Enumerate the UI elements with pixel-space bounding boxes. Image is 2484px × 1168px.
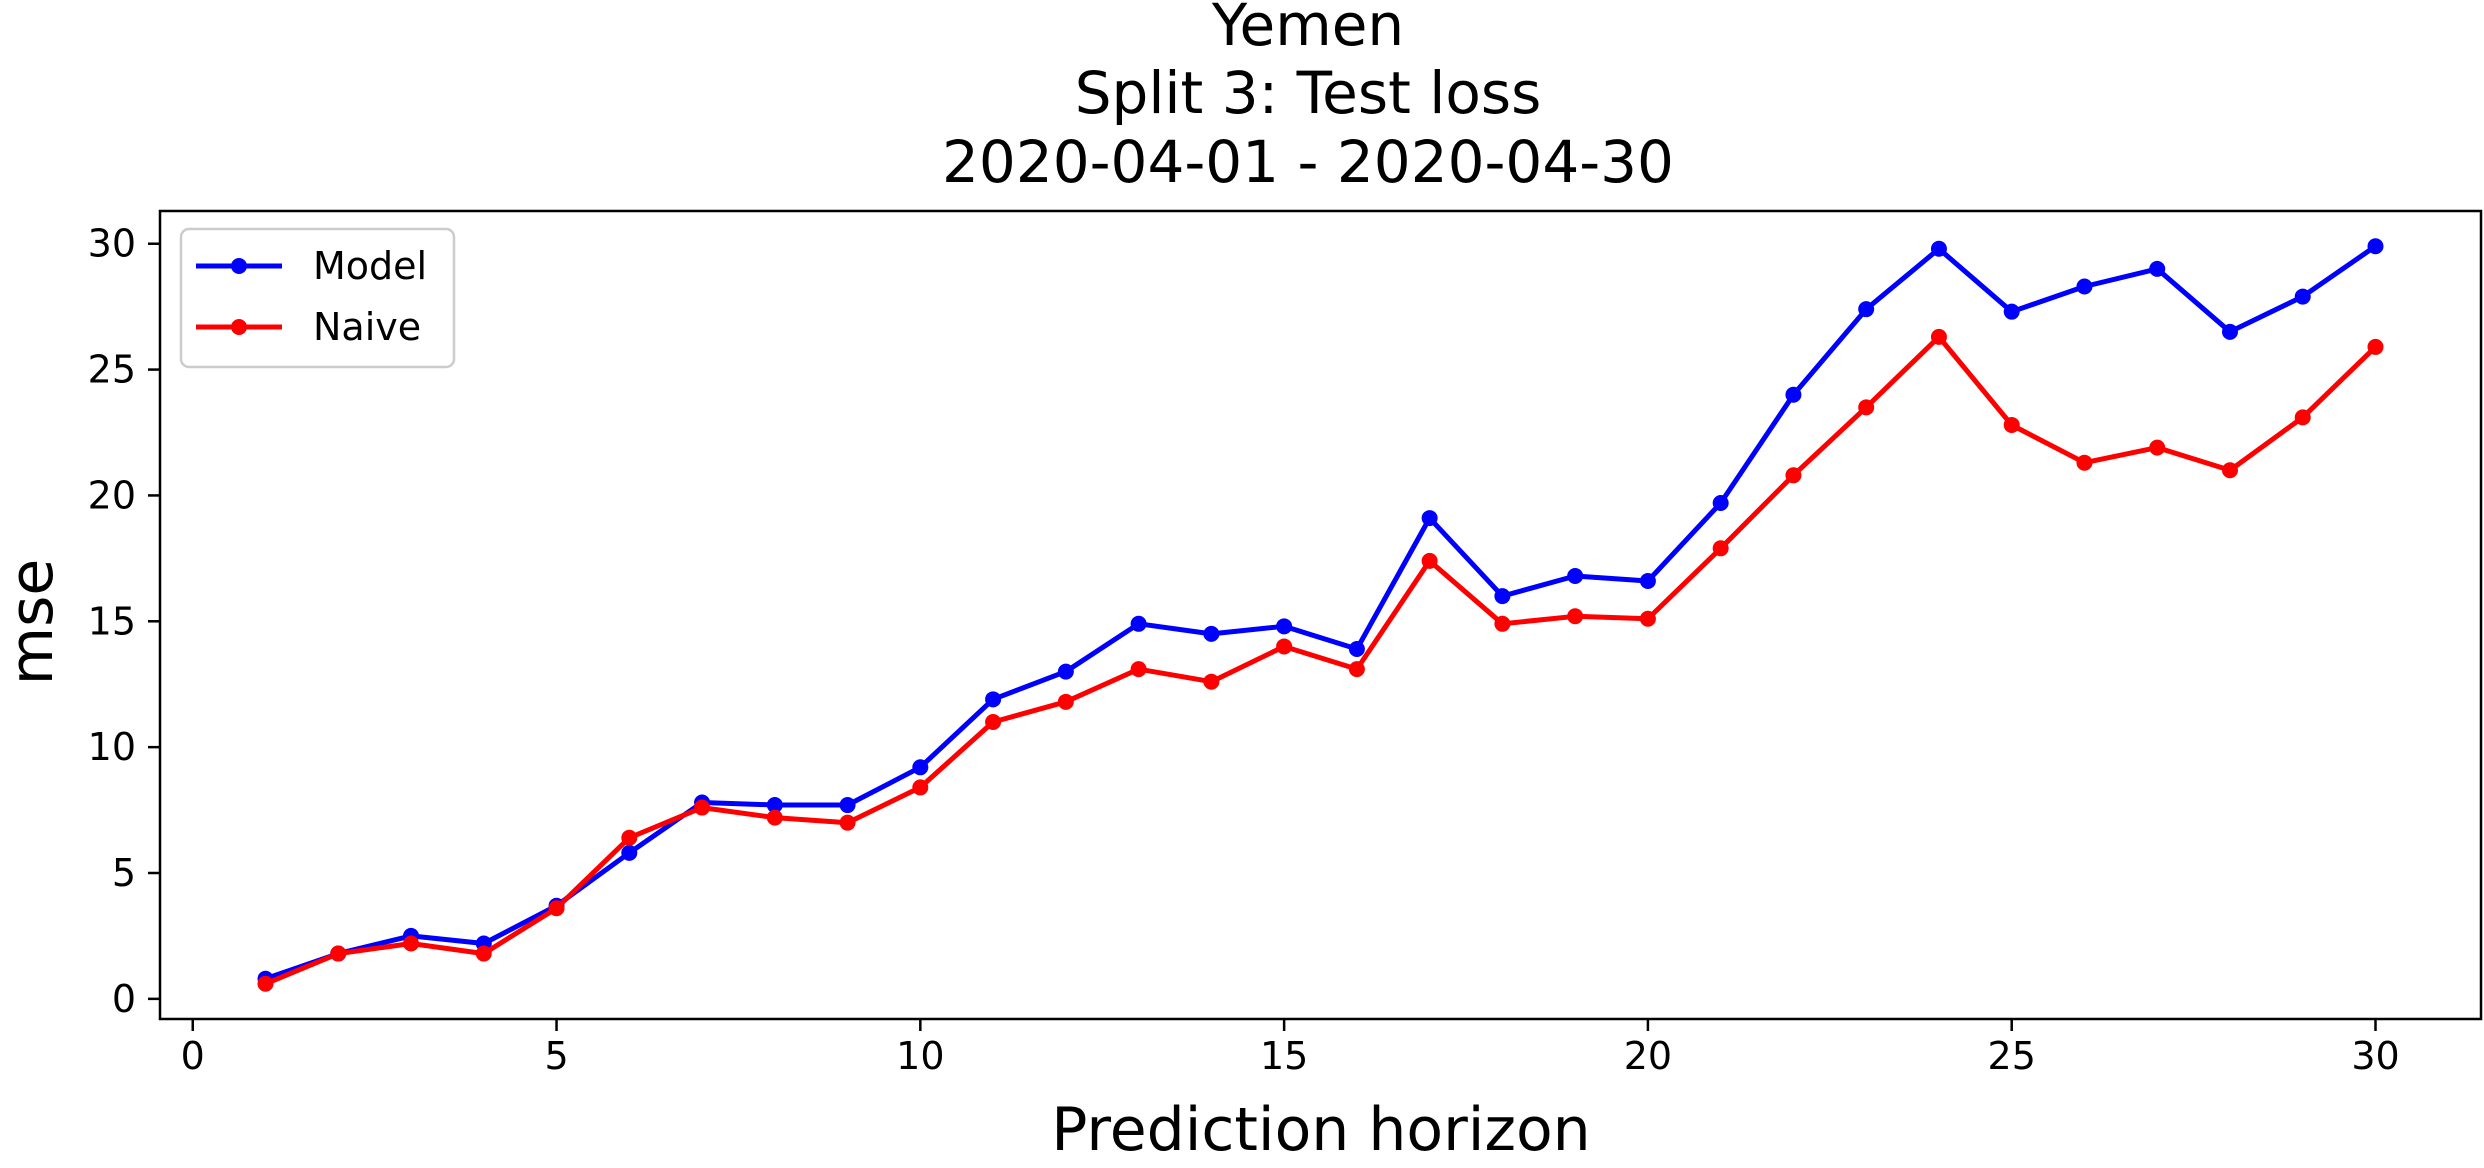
data-point-naive — [2294, 409, 2311, 426]
data-point-naive — [985, 713, 1002, 730]
data-point-naive — [2367, 338, 2384, 355]
data-point-model — [1712, 494, 1729, 511]
data-point-naive — [1421, 552, 1438, 569]
x-tick-label: 20 — [1624, 1034, 1672, 1078]
y-tick-label: 25 — [88, 348, 136, 392]
data-point-naive — [1276, 638, 1293, 655]
y-tick-label: 20 — [88, 473, 136, 517]
data-point-naive — [1858, 399, 1875, 416]
legend-swatch-model-marker — [231, 258, 247, 274]
data-point-model — [2221, 323, 2238, 340]
y-tick-label: 15 — [88, 599, 136, 643]
data-point-naive — [403, 935, 420, 952]
x-tick-label: 15 — [1260, 1034, 1308, 1078]
plot-frame — [158, 209, 2483, 1021]
data-point-naive — [1712, 540, 1729, 557]
data-point-model — [1785, 386, 1802, 403]
chart-title-line-1: Yemen — [1211, 0, 1404, 59]
legend-label-naive: Naive — [313, 305, 421, 349]
y-tick-label: 30 — [88, 222, 136, 266]
data-point-model — [1567, 567, 1584, 584]
data-point-model — [1057, 663, 1074, 680]
chart-title-line-3: 2020-04-01 - 2020-04-30 — [942, 128, 1674, 196]
data-point-model — [2076, 278, 2093, 295]
data-point-model — [839, 797, 856, 814]
data-point-model — [621, 844, 638, 861]
data-point-model — [1276, 618, 1293, 635]
series-line-model — [264, 244, 2377, 982]
data-point-naive — [1130, 661, 1147, 678]
x-tick-label: 30 — [2351, 1034, 2399, 1078]
data-point-naive — [1494, 615, 1511, 632]
data-point-naive — [475, 945, 492, 962]
x-axis-title: Prediction horizon — [1051, 1095, 1590, 1165]
data-point-naive — [1567, 608, 1584, 625]
series-lines — [257, 238, 2384, 992]
data-point-naive — [1785, 467, 1802, 484]
x-axis-ticks: 0 5 10 15 20 25 30 — [181, 1019, 2400, 1078]
data-point-model — [2294, 288, 2311, 305]
data-point-naive — [694, 799, 711, 816]
x-tick-label: 0 — [181, 1034, 205, 1078]
data-point-naive — [2149, 439, 2166, 456]
legend-label-model: Model — [313, 244, 427, 288]
x-tick-label: 5 — [544, 1034, 568, 1078]
data-point-naive — [330, 945, 347, 962]
data-point-model — [766, 797, 783, 814]
data-point-model — [2367, 238, 2384, 255]
data-point-naive — [1930, 328, 1947, 345]
data-point-naive — [766, 809, 783, 826]
data-point-naive — [2003, 416, 2020, 433]
y-tick-label: 10 — [88, 725, 136, 769]
data-point-naive — [1639, 610, 1656, 627]
x-tick-label: 25 — [1988, 1034, 2036, 1078]
legend-swatch-naive-marker — [231, 319, 247, 335]
x-tick-label: 10 — [896, 1034, 944, 1078]
data-point-model — [2149, 260, 2166, 277]
legend: Model Naive — [179, 227, 456, 369]
y-axis-label: mse — [0, 559, 67, 686]
y-tick-label: 5 — [112, 851, 136, 895]
data-point-model — [1203, 625, 1220, 642]
data-point-naive — [1057, 693, 1074, 710]
data-point-model — [912, 759, 929, 776]
plot-area — [158, 209, 2483, 1021]
data-point-model — [1858, 301, 1875, 318]
chart-title-line-2: Split 3: Test loss — [1075, 59, 1542, 127]
data-point-naive — [621, 829, 638, 846]
data-point-naive — [2076, 454, 2093, 471]
series-line-naive — [264, 334, 2378, 987]
data-point-model — [1130, 615, 1147, 632]
data-point-naive — [912, 779, 929, 796]
data-point-model — [1494, 588, 1511, 605]
y-axis-title: mse — [0, 559, 67, 686]
data-point-naive — [1348, 661, 1365, 678]
data-point-naive — [257, 975, 274, 992]
data-point-model — [1930, 240, 1947, 257]
series-model — [257, 238, 2384, 987]
data-point-naive — [839, 814, 856, 831]
data-point-model — [1639, 573, 1656, 590]
data-point-naive — [1203, 673, 1220, 690]
data-point-model — [1348, 640, 1365, 657]
data-point-naive — [2221, 462, 2238, 479]
chart-title-group: Yemen Split 3: Test loss 2020-04-01 - 20… — [942, 0, 1674, 196]
data-point-naive — [548, 900, 565, 917]
data-point-model — [1421, 510, 1438, 527]
y-tick-label: 0 — [112, 977, 136, 1021]
data-point-model — [985, 691, 1002, 708]
data-point-model — [2003, 303, 2020, 320]
series-naive — [257, 328, 2384, 992]
y-axis-ticks: 0 5 10 15 20 25 30 — [88, 222, 160, 1021]
